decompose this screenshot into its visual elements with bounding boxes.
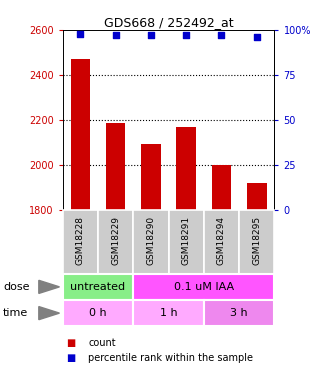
Point bbox=[113, 32, 118, 38]
Bar bbox=[247, 183, 266, 210]
Text: ■: ■ bbox=[66, 338, 75, 348]
Point bbox=[78, 31, 83, 37]
Point bbox=[219, 32, 224, 38]
Text: GSM18228: GSM18228 bbox=[76, 216, 85, 265]
Bar bbox=[204, 210, 239, 274]
Text: ■: ■ bbox=[66, 353, 75, 363]
Text: GSM18290: GSM18290 bbox=[146, 216, 155, 265]
Text: 1 h: 1 h bbox=[160, 308, 177, 318]
Text: dose: dose bbox=[3, 282, 30, 292]
Point bbox=[184, 32, 189, 38]
Point bbox=[254, 34, 259, 40]
Bar bbox=[204, 300, 274, 326]
Bar bbox=[133, 274, 274, 300]
Bar bbox=[63, 274, 133, 300]
Bar bbox=[169, 210, 204, 274]
Bar bbox=[141, 144, 160, 210]
Text: 3 h: 3 h bbox=[230, 308, 248, 318]
Text: GSM18295: GSM18295 bbox=[252, 216, 261, 265]
Bar bbox=[212, 165, 231, 210]
Polygon shape bbox=[39, 280, 59, 293]
Bar bbox=[98, 210, 133, 274]
Title: GDS668 / 252492_at: GDS668 / 252492_at bbox=[104, 16, 233, 29]
Text: 0.1 uM IAA: 0.1 uM IAA bbox=[174, 282, 234, 292]
Text: GSM18294: GSM18294 bbox=[217, 216, 226, 265]
Text: GSM18291: GSM18291 bbox=[182, 216, 191, 265]
Bar bbox=[133, 210, 169, 274]
Text: untreated: untreated bbox=[70, 282, 126, 292]
Bar bbox=[239, 210, 274, 274]
Polygon shape bbox=[39, 307, 59, 320]
Bar bbox=[63, 300, 133, 326]
Text: time: time bbox=[3, 308, 29, 318]
Point bbox=[148, 32, 153, 38]
Bar bbox=[63, 210, 98, 274]
Bar bbox=[177, 127, 196, 210]
Bar bbox=[71, 59, 90, 210]
Text: 0 h: 0 h bbox=[89, 308, 107, 318]
Bar bbox=[133, 300, 204, 326]
Text: count: count bbox=[88, 338, 116, 348]
Text: GSM18229: GSM18229 bbox=[111, 216, 120, 265]
Bar bbox=[106, 123, 125, 210]
Text: percentile rank within the sample: percentile rank within the sample bbox=[88, 353, 253, 363]
